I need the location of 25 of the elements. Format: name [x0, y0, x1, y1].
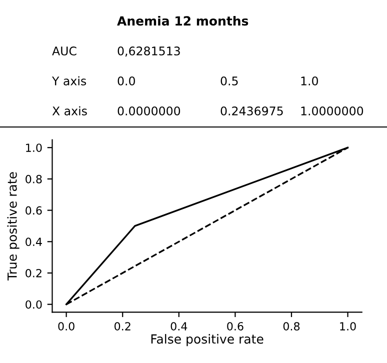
x-tick-label: 0.6 [227, 322, 244, 331]
text: 1.0 [301, 76, 318, 86]
y-axis-title: True positive rate [7, 172, 20, 280]
x-tick-label: 1.0 [340, 322, 356, 331]
y-tick-label: 0.8 [26, 174, 42, 184]
x-tick-label: 0.0 [58, 322, 74, 331]
y-tick-label: 1.0 [26, 144, 42, 152]
text: 0.5 [220, 76, 238, 86]
text: 0.0 [118, 76, 135, 86]
x-tick-label: 0.4 [170, 322, 188, 331]
text: 0.2436975 [220, 106, 283, 116]
text: AUC [52, 46, 76, 56]
chart-title: Anemia 12 months [117, 16, 248, 26]
text: 0,6281513 [118, 46, 180, 57]
x-tick-label: 0.8 [283, 322, 300, 331]
text: 1.0000000 [301, 106, 364, 116]
x-axis-title: False positive rate [151, 334, 264, 346]
text: Y axis [52, 76, 86, 86]
y-tick-label: 0.6 [26, 206, 42, 215]
text: X axis [52, 106, 87, 116]
y-tick-label: 0.4 [26, 238, 42, 246]
text: 0.0000000 [118, 106, 180, 116]
y-tick-label: 0.0 [26, 300, 42, 309]
y-tick-label: 0.2 [26, 268, 42, 278]
x-tick-label: 0.2 [114, 322, 130, 331]
